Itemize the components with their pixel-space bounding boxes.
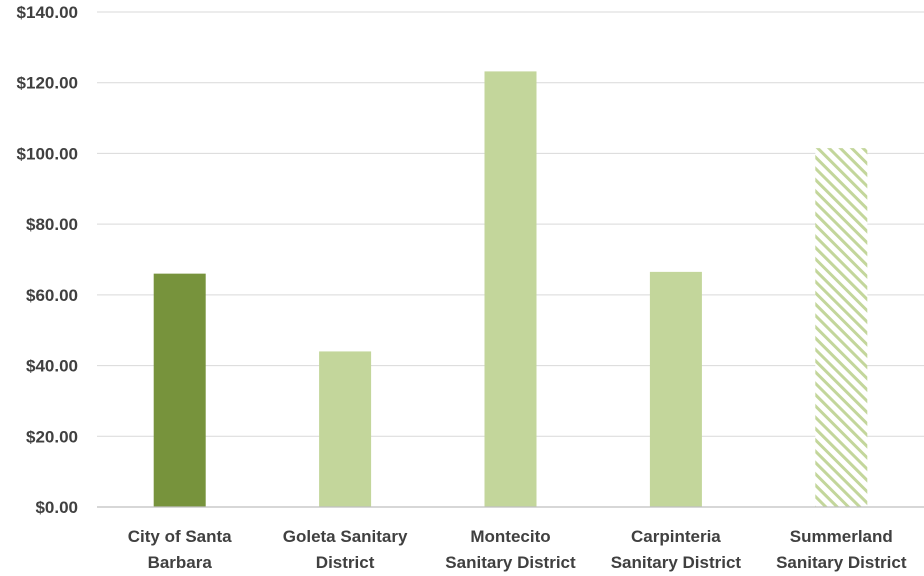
x-category-label: Summerland [790,527,893,546]
x-category-label: Sanitary District [445,553,576,572]
y-tick-label: $20.00 [26,427,78,446]
x-category-label: Montecito [470,527,550,546]
bar [649,271,702,507]
y-tick-label: $60.00 [26,286,78,305]
y-tick-label: $80.00 [26,215,78,234]
y-tick-label: $100.00 [17,144,78,163]
x-axis: City of Santa Barbara Goleta Sanitary Distr… [97,506,924,572]
x-category-label: Carpinteria [631,527,721,546]
y-tick-label: $40.00 [26,357,78,376]
x-category-label: City of Santa [128,527,232,546]
y-tick-label: $0.00 [35,498,78,517]
x-category-label: Sanitary District [611,553,742,572]
x-category-label: Goleta Sanitary [283,527,408,546]
x-category-label: Sanitary District [776,553,907,572]
x-category-label: Barbara [148,553,213,572]
bars [153,71,868,508]
bar [153,273,206,507]
x-category-label: District [316,553,375,572]
y-tick-label: $140.00 [17,3,78,22]
y-tick-label: $120.00 [17,74,78,93]
y-axis: $0.00 $20.00 $40.00 $60.00 $80.00 $100.00 $120… [17,3,78,517]
bar [319,351,372,507]
bar [484,71,537,508]
bar [815,148,868,507]
